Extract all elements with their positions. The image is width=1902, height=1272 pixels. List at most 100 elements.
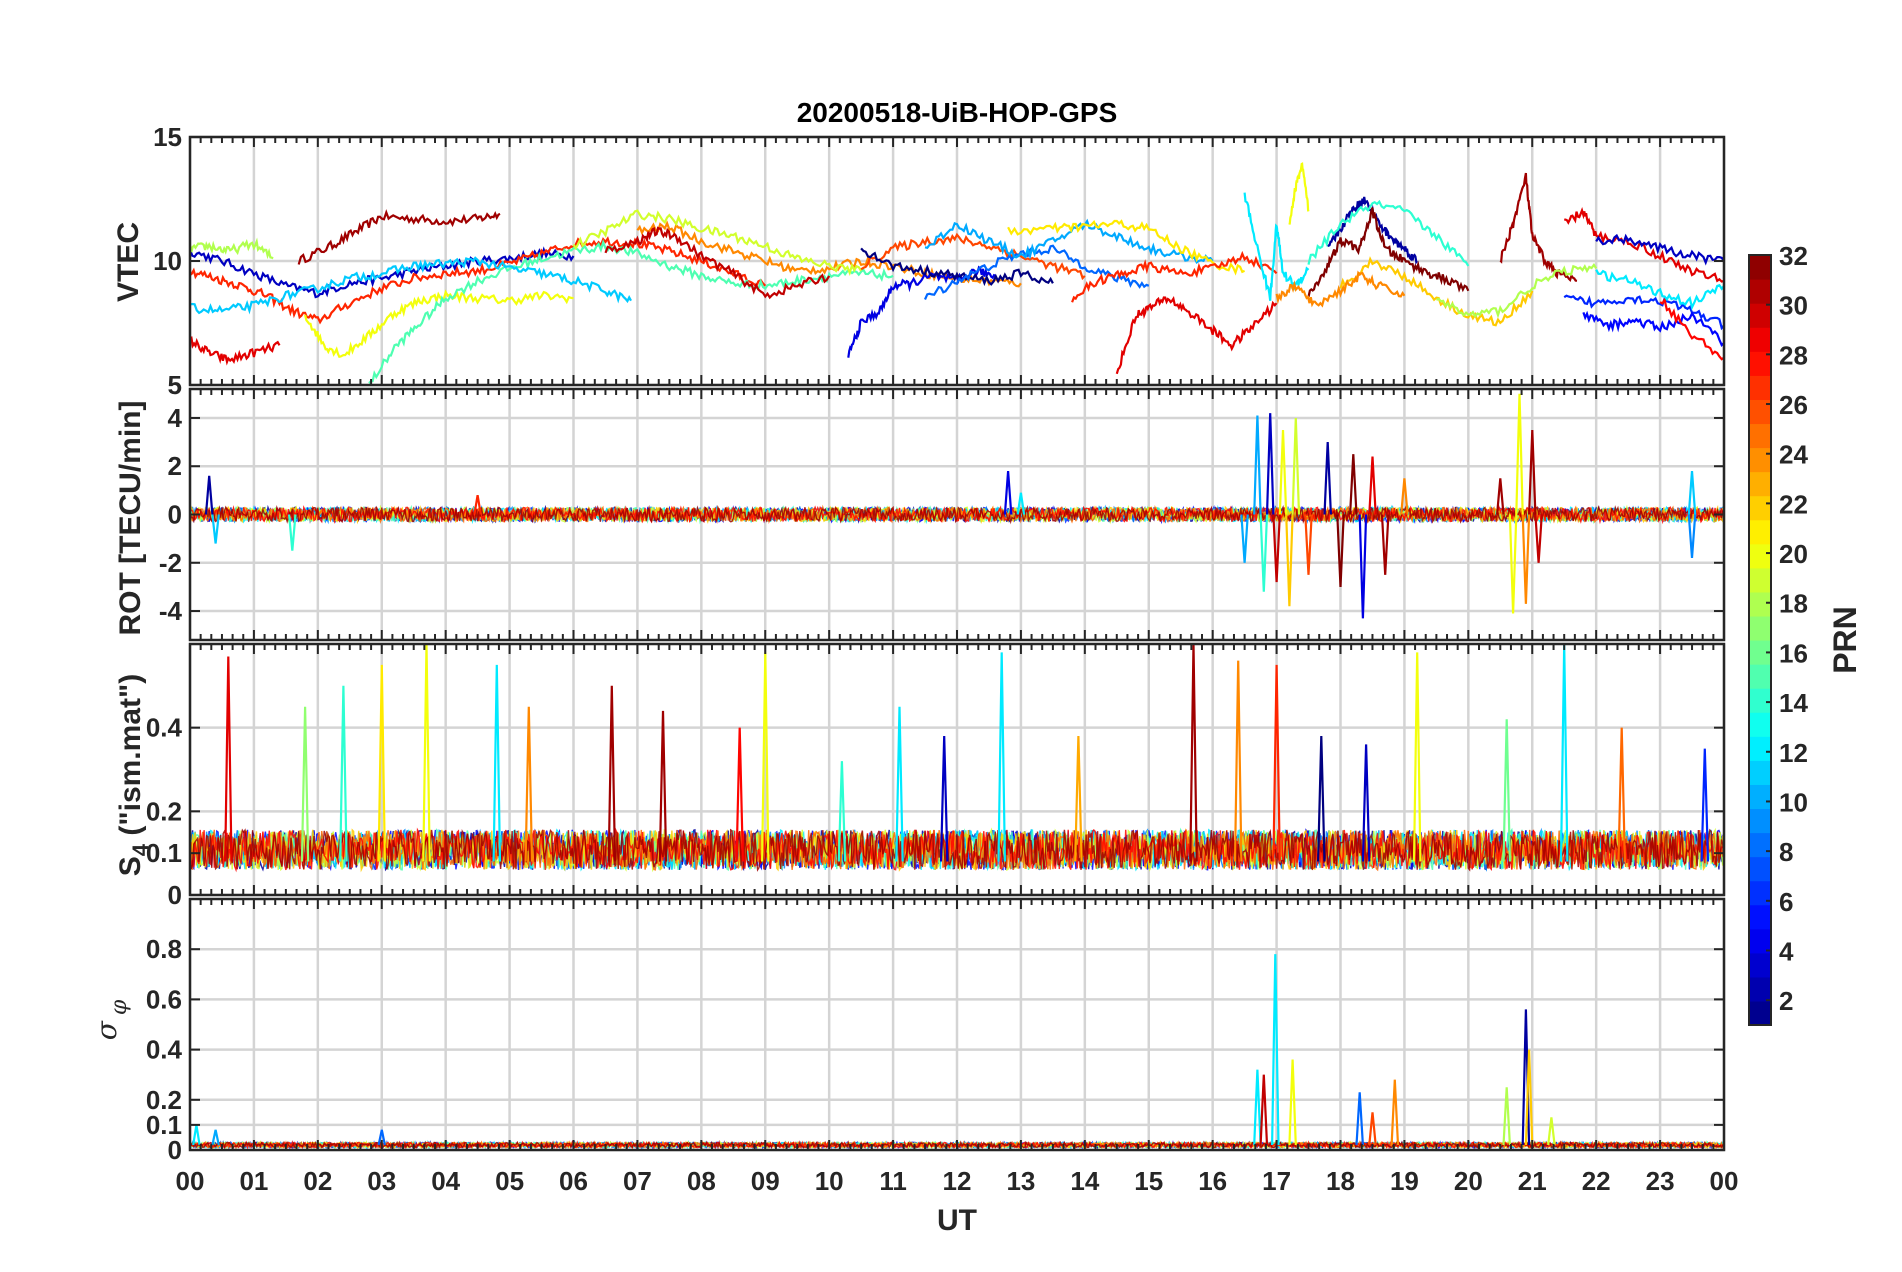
data-spike <box>492 664 502 862</box>
colorbar-segment <box>1749 471 1771 497</box>
colorbar-segment <box>1749 399 1771 425</box>
colorbar-tick-label: 18 <box>1779 589 1808 619</box>
colorbar-segment <box>1749 832 1771 858</box>
series-line <box>1564 206 1724 283</box>
series-line <box>572 209 863 277</box>
series-line <box>1595 233 1724 266</box>
data-spike <box>1233 660 1243 862</box>
data-spike <box>1074 735 1083 862</box>
data-spike <box>735 727 744 862</box>
data-spike <box>1368 456 1377 515</box>
data-spike <box>473 495 482 515</box>
y-tick-label: 5 <box>168 370 182 400</box>
series-line <box>297 209 501 265</box>
y-tick-label: 0 <box>168 500 182 530</box>
y-tick-label: 0.8 <box>146 934 182 964</box>
y-tick-label: 0.2 <box>146 1085 182 1115</box>
data-lines <box>190 644 1724 873</box>
data-spike <box>1687 514 1697 558</box>
colorbar-tick-label: 26 <box>1779 390 1808 420</box>
data-spike <box>1547 1117 1556 1146</box>
data-spike <box>1291 417 1301 515</box>
colorbar-segment <box>1749 519 1771 545</box>
data-spike <box>1016 492 1026 515</box>
data-spike <box>1336 514 1345 587</box>
y-tick-label: 0.1 <box>146 838 182 868</box>
colorbar-segment <box>1749 640 1771 665</box>
panel-s4: 0 0.1 0.2 0.4 <box>146 642 1726 910</box>
x-tick-label: 23 <box>1646 1166 1675 1196</box>
x-tick-label: 22 <box>1582 1166 1611 1196</box>
data-spike <box>377 664 386 862</box>
colorbar-segment <box>1749 904 1771 930</box>
series-line <box>1595 269 1724 311</box>
colorbar-segment <box>1749 423 1771 449</box>
colorbar-segment <box>1749 736 1771 761</box>
data-spike <box>1288 1059 1297 1146</box>
y-tick-label: -4 <box>159 596 183 626</box>
ylabel-sigma-phi: σφ <box>90 999 132 1040</box>
colorbar-segment <box>1749 688 1771 713</box>
data-spike <box>1400 478 1409 515</box>
colorbar-tick-label: 24 <box>1779 440 1808 470</box>
series-line <box>190 336 281 366</box>
colorbar-segment <box>1749 255 1771 280</box>
series-line <box>1307 207 1470 298</box>
panel-sigma-phi: 00.10.2 0.4 0.6 0.8 <box>146 897 1726 1165</box>
series-line <box>1007 219 1246 276</box>
data-spike <box>1259 514 1269 592</box>
data-spike <box>377 1129 386 1146</box>
svg-text:σφ: σφ <box>90 999 132 1040</box>
data-spike <box>1496 478 1505 515</box>
data-spike <box>1278 429 1288 515</box>
y-tick-label: 0.6 <box>146 984 182 1014</box>
y-tick-label: 15 <box>153 122 182 152</box>
colorbar-tick-label: 20 <box>1779 539 1808 569</box>
svg-text:S4 ("ism.mat"): S4 ("ism.mat") <box>114 674 153 876</box>
y-tick-label: -2 <box>159 548 182 578</box>
data-spike <box>837 761 847 862</box>
data-spike <box>1687 471 1697 515</box>
series-line <box>1582 310 1724 348</box>
data-spike <box>1253 1069 1262 1146</box>
colorbar-segment <box>1749 495 1771 521</box>
data-spike <box>1524 1049 1534 1146</box>
data-spike <box>1700 748 1710 862</box>
series-line <box>1563 294 1724 331</box>
data-spike <box>204 475 214 515</box>
y-tick-label: 4 <box>168 403 183 433</box>
colorbar-segment <box>1749 712 1771 737</box>
y-tick-label: 0 <box>168 1135 182 1165</box>
colorbar-tick-label: 22 <box>1779 489 1808 519</box>
colorbar-segment <box>1749 567 1771 593</box>
x-tick-label: 05 <box>495 1166 524 1196</box>
data-lines <box>190 162 1724 384</box>
ylabel-s4: S4 ("ism.mat") <box>114 674 153 876</box>
data-spike <box>1390 1079 1400 1146</box>
data-spike <box>288 514 297 551</box>
data-spike <box>1515 393 1524 515</box>
series-line <box>368 238 894 384</box>
colorbar-tick-label: 14 <box>1779 688 1808 718</box>
y-tick-label: 0.4 <box>146 1035 183 1065</box>
data-spike <box>1368 1112 1377 1146</box>
y-tick-label: 0 <box>168 880 182 910</box>
series-line <box>190 827 1724 873</box>
data-spike <box>1355 1092 1364 1146</box>
x-tick-label: 09 <box>751 1166 780 1196</box>
colorbar-label: PRN <box>1827 606 1863 674</box>
xlabel: UT <box>937 1204 977 1237</box>
x-tick-label: 10 <box>815 1166 844 1196</box>
x-tick-label: 00 <box>1710 1166 1739 1196</box>
colorbar-frame <box>1748 254 1772 1026</box>
series-line <box>1243 192 1310 301</box>
data-spike <box>607 685 617 862</box>
x-tick-label: 16 <box>1198 1166 1227 1196</box>
y-tick-label: 2 <box>168 451 182 481</box>
data-spike <box>658 710 668 862</box>
series-line <box>860 232 1086 281</box>
data-lines <box>190 393 1724 619</box>
data-spike <box>1521 514 1531 604</box>
colorbar-segment <box>1749 279 1771 304</box>
